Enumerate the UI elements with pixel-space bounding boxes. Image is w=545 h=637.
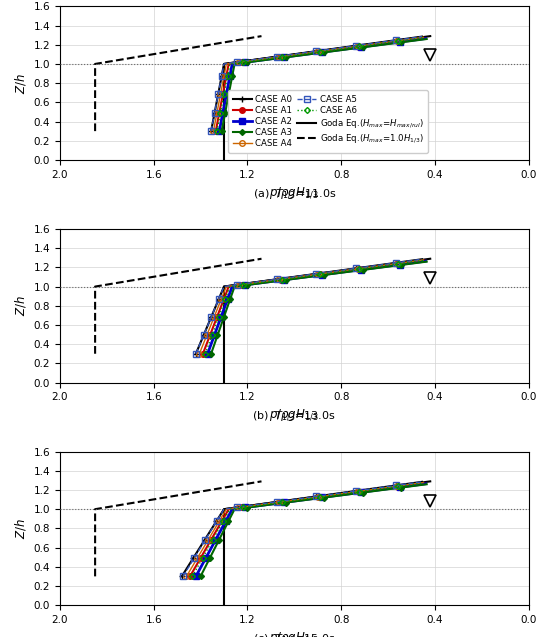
Y-axis label: $Z/h$: $Z/h$	[13, 296, 28, 316]
Legend: CASE A0, CASE A1, CASE A2, CASE A3, CASE A4, CASE A5, CASE A6, Goda Eq.($H_{max}: CASE A0, CASE A1, CASE A2, CASE A3, CASE…	[228, 90, 428, 152]
Y-axis label: $Z/h$: $Z/h$	[13, 73, 28, 94]
X-axis label: $p/\rho gH_{1/3}$: $p/\rho gH_{1/3}$	[269, 631, 319, 637]
Text: (a)  $T_{1/3}$=11.0s: (a) $T_{1/3}$=11.0s	[252, 187, 336, 202]
X-axis label: $p/\rho gH_{1/3}$: $p/\rho gH_{1/3}$	[269, 185, 319, 201]
X-axis label: $p/\rho gH_{1/3}$: $p/\rho gH_{1/3}$	[269, 408, 319, 424]
Text: (c)  $T_{1/3}$=15.0s: (c) $T_{1/3}$=15.0s	[253, 633, 336, 637]
Y-axis label: $Z/h$: $Z/h$	[13, 518, 28, 539]
Text: (b)  $T_{1/3}$=13.0s: (b) $T_{1/3}$=13.0s	[252, 410, 336, 424]
